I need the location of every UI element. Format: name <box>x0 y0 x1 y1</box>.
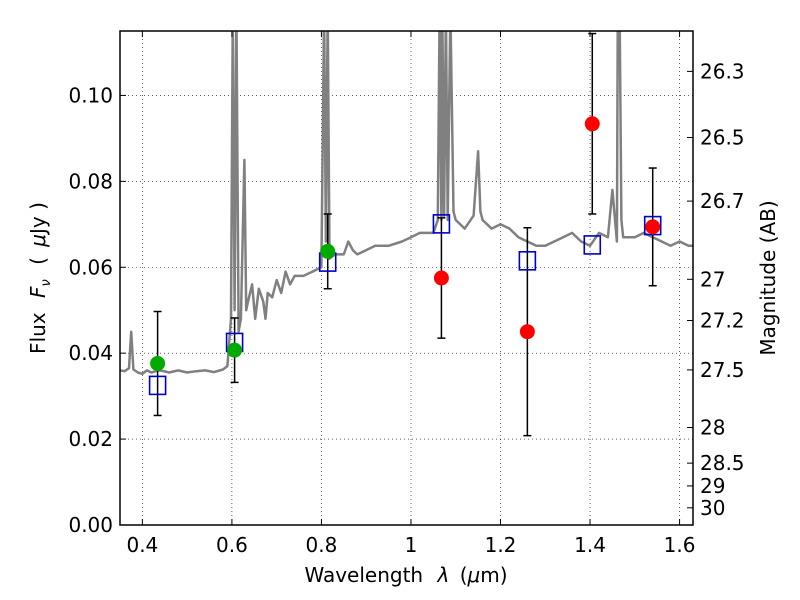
x-tick-label: 1.4 <box>574 533 606 557</box>
model-square-marker <box>148 375 167 396</box>
x-tick-label: 1.2 <box>485 533 517 557</box>
model-square-marker <box>583 235 602 255</box>
y2-tick-label: 29 <box>700 474 725 498</box>
spectrum-line <box>120 31 693 376</box>
model-square-marker <box>518 251 537 271</box>
y-tick-label: 0.08 <box>68 169 113 193</box>
data-point-marker <box>227 342 243 358</box>
y2-tick-label: 28 <box>700 415 725 439</box>
data-point-marker <box>519 324 535 340</box>
data-point-marker <box>645 219 661 235</box>
y-tick-label: 0.06 <box>68 255 113 279</box>
x-tick-label: 1.6 <box>664 533 696 557</box>
ticks-layer: 0.4 0.6 0.8 1 1.2 1.4 1.6 0.00 0.02 0.04 0.06 0.08 0… <box>68 31 745 557</box>
x-tick-label: 0.6 <box>216 533 248 557</box>
y2-tick-label: 26.7 <box>700 189 745 213</box>
y2-tick-label: 27.5 <box>700 358 745 382</box>
x-tick-label: 1 <box>405 533 418 557</box>
points-layer <box>148 32 662 437</box>
y-tick-label: 0.04 <box>68 341 113 365</box>
model-square-marker <box>643 215 662 236</box>
y2-tick-label: 26.5 <box>700 126 745 150</box>
y2-axis-label: Magnitude (AB) <box>756 200 780 355</box>
spectrum-layer <box>120 31 693 376</box>
y-tick-label: 0.10 <box>68 83 113 107</box>
plot-background <box>120 31 693 525</box>
y-axis-label: Flux Fν ( μJy ) <box>26 202 55 354</box>
x-axis-label: Wavelength λ (μm) <box>304 563 507 587</box>
data-point-marker <box>584 116 600 132</box>
data-point-marker <box>320 243 336 259</box>
x-tick-label: 0.8 <box>306 533 338 557</box>
y2-tick-label: 30 <box>700 496 725 520</box>
plot-frame <box>119 30 694 526</box>
y-tick-label: 0.02 <box>68 427 113 451</box>
y2-tick-label: 28.5 <box>700 451 745 475</box>
data-point-marker <box>150 355 166 371</box>
y2-tick-label: 27.2 <box>700 309 745 333</box>
y-tick-label: 0.00 <box>68 513 113 537</box>
y2-tick-label: 27 <box>700 267 725 291</box>
data-point-marker <box>433 270 449 286</box>
x-tick-label: 0.4 <box>126 533 158 557</box>
y2-tick-label: 26.3 <box>700 59 745 83</box>
model-square-marker <box>432 214 451 234</box>
